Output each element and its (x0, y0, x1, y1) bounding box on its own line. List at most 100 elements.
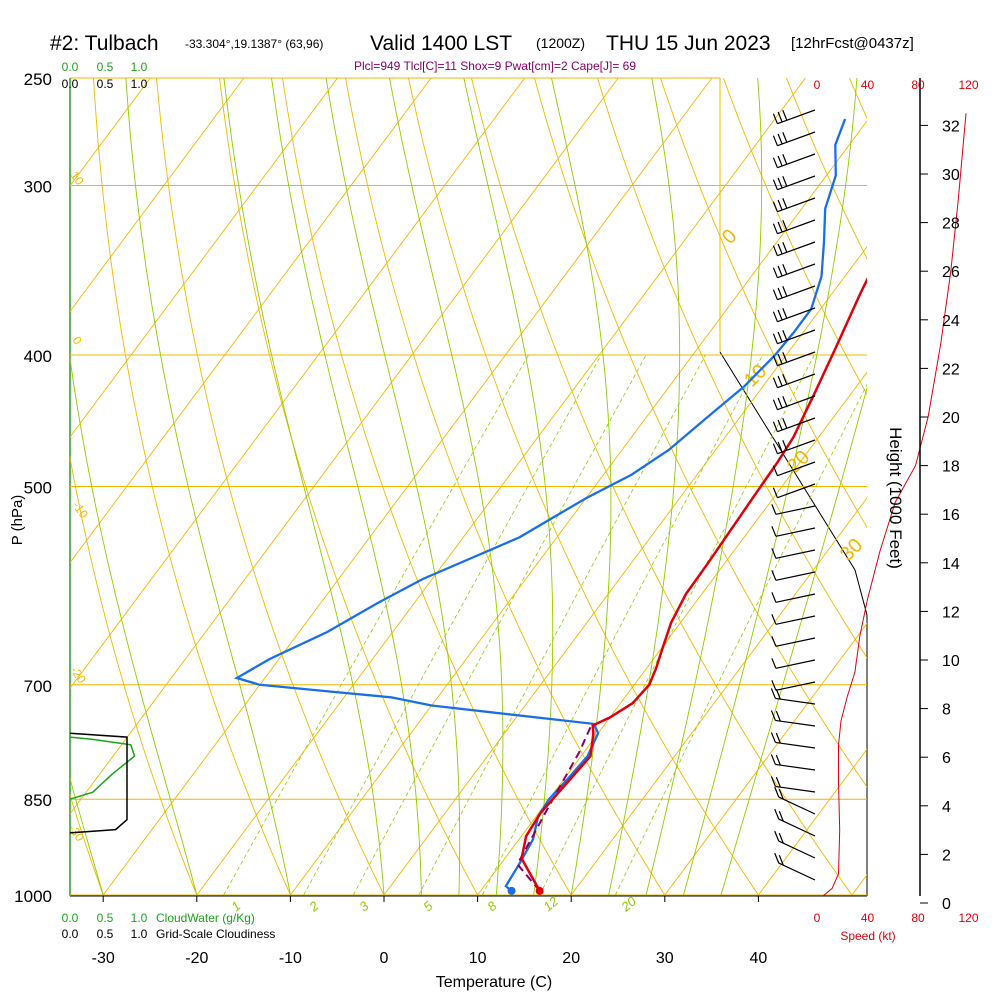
isotherm-line (946, 78, 1000, 895)
barb-feather (777, 243, 783, 255)
barb-staff (777, 219, 816, 235)
temperature-tick-label: 40 (750, 950, 768, 967)
barb-staff (775, 505, 816, 515)
barb-staff (775, 659, 816, 669)
barb-staff (778, 796, 816, 815)
cloudiness-label: Grid-Scale Cloudiness (156, 927, 275, 941)
wind-barb (772, 285, 816, 301)
surface-temperature-dot (535, 886, 544, 895)
barb-feather (771, 680, 777, 691)
barb-feather (782, 220, 788, 231)
barb-staff (775, 549, 816, 559)
speed-axis-title: Speed (kt) (840, 929, 895, 943)
dry-adiabat (408, 78, 759, 896)
barb-feather (772, 179, 778, 190)
isotherm-line (196, 78, 806, 896)
barb-feather (777, 111, 783, 123)
barb-feather (782, 352, 788, 363)
barb-feather (771, 658, 777, 669)
wind-barb (772, 153, 816, 169)
barb-feather (771, 570, 777, 581)
x-axis-title: Temperature (C) (436, 974, 552, 991)
barb-feather (778, 810, 784, 822)
moist-adiabat (551, 78, 612, 896)
barb-feather (777, 155, 783, 167)
barb-feather (782, 154, 788, 165)
barb-staff (777, 329, 816, 345)
pressure-tick-label: 1000 (14, 887, 52, 906)
mixing-ratio-line (482, 354, 764, 896)
dry-adiabat-label: 20 (783, 446, 814, 477)
barb-feather (771, 592, 777, 603)
barb-feather (782, 308, 788, 319)
wind-barbs (770, 109, 816, 881)
isotherm-line (851, 874, 867, 896)
pressure-tick-label: 300 (24, 177, 52, 196)
barb-feather (772, 157, 778, 168)
barb-feather (782, 264, 788, 275)
mixing-ratio-line (615, 383, 867, 896)
wind-barb (772, 241, 816, 257)
wind-panel-border (719, 351, 868, 896)
height-tick-label: 8 (942, 702, 951, 719)
barb-staff (777, 109, 816, 125)
cloud-water-tick-top: 0.5 (97, 60, 114, 74)
barb-feather (771, 636, 777, 647)
mixing-ratio-line (418, 354, 706, 896)
moist-adiabat (608, 78, 681, 896)
barb-feather (777, 177, 783, 189)
wind-barb (772, 483, 816, 499)
cloudiness-line (69, 732, 128, 834)
wind-barb (772, 263, 816, 279)
barb-feather (777, 419, 783, 431)
barb-feather (782, 198, 788, 209)
barb-feather (770, 732, 776, 743)
height-tick-label: 12 (942, 604, 960, 621)
isotherm-line (477, 371, 867, 896)
speed-panel (822, 113, 967, 897)
cloud-water-tick-top: 0.0 (62, 60, 79, 74)
parcel-line (516, 723, 593, 892)
moist-adiabat (325, 78, 461, 896)
barb-staff (775, 719, 816, 727)
isotherm-line (383, 245, 867, 896)
moist-adiabat (271, 78, 422, 895)
isotherm-line (70, 78, 619, 815)
axes: 0.00.00.00.00.50.50.50.51.01.01.01.02503… (14, 60, 979, 967)
mixing-ratio-line (352, 354, 647, 896)
cloudiness-tick-top: 1.0 (131, 77, 148, 91)
barb-staff (775, 741, 816, 749)
barb-feather (770, 776, 776, 787)
barb-feather (782, 110, 788, 121)
mixing-ratio-label: 8 (484, 898, 500, 915)
pressure-tick-label: 400 (24, 347, 52, 366)
wind-barb (772, 219, 816, 235)
barb-feather (782, 132, 788, 143)
dry-adiabat (93, 78, 291, 896)
height-tick-label: 28 (942, 216, 960, 233)
barb-feather (777, 133, 783, 145)
moist-adiabat (720, 386, 867, 896)
barb-feather (774, 852, 780, 864)
barb-feather (772, 355, 778, 366)
barb-feather (772, 377, 778, 388)
temperature-tick-label: -30 (92, 950, 115, 967)
barb-staff (777, 373, 816, 389)
height-tick-label: 24 (942, 313, 960, 330)
barb-feather (772, 399, 778, 410)
isotherm-line (664, 622, 867, 896)
speed-tick-bottom: 40 (861, 911, 875, 925)
barb-staff (777, 417, 816, 433)
sounding-profiles (233, 118, 867, 895)
cloud-water-tick-bottom: 1.0 (131, 911, 148, 925)
pressure-tick-label: 700 (24, 677, 52, 696)
mixing-ratio-label: 5 (420, 898, 436, 915)
barb-staff (775, 571, 816, 581)
barb-feather (777, 353, 783, 365)
barb-feather (772, 201, 778, 212)
barb-feather (772, 421, 778, 432)
cloud-water-tick-bottom: 0.0 (62, 911, 79, 925)
barb-feather (772, 245, 778, 256)
barb-feather (771, 614, 777, 625)
barb-staff (775, 785, 816, 793)
